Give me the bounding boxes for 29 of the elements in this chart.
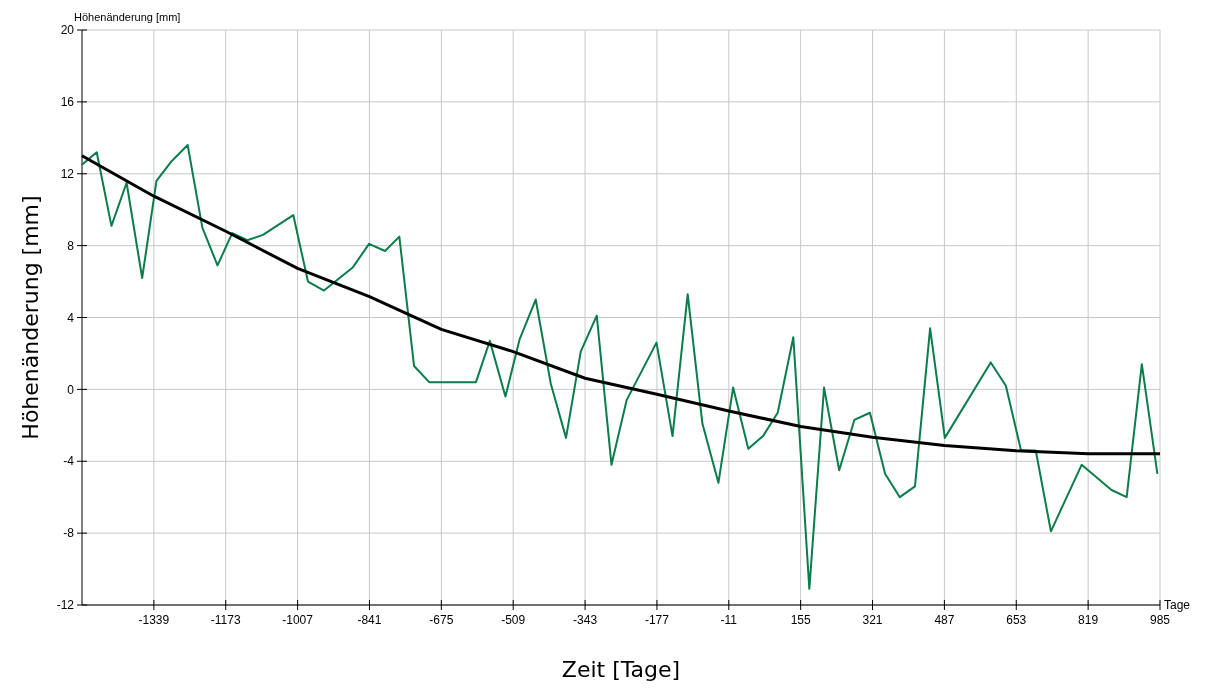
y-tick-label: 16 [60, 95, 75, 110]
y-tick-label: -12 [56, 598, 75, 613]
x-tick-label: -675 [429, 613, 454, 627]
x-tick-label: 321 [862, 613, 883, 627]
x-tick-label: -841 [357, 613, 382, 627]
x-tick-label: -343 [573, 613, 598, 627]
y-tick-label: 12 [60, 166, 75, 181]
y-tick-label: 8 [67, 238, 75, 253]
x-tick-label: -177 [644, 613, 670, 627]
text: Höhenänderung [mm] [74, 11, 181, 23]
line-series [81, 144, 1159, 590]
x-tick-label: -1007 [282, 613, 314, 627]
x-tick-label: -1173 [210, 613, 241, 627]
y-tick-label: 0 [67, 382, 75, 397]
x-tick-label: 653 [1006, 613, 1027, 627]
x-tick-label: 487 [934, 613, 955, 627]
x-tick-label: 985 [1149, 613, 1171, 627]
x-axis-title: Zeit [Tage] [561, 657, 681, 682]
text: Tage [1164, 598, 1191, 612]
x-tick-label: -509 [501, 613, 526, 627]
y-tick-label: 20 [60, 23, 75, 38]
y-axis-title: Höhenänderung [mm] [18, 195, 43, 440]
y-tick-label: -8 [63, 526, 75, 541]
x-tick-label: 155 [790, 613, 811, 627]
x-tick-label: 819 [1078, 613, 1099, 627]
y-tick-label: -4 [63, 454, 75, 469]
y-tick-label: 4 [67, 310, 75, 325]
x-tick-label: -1339 [138, 613, 170, 627]
x-tick-label: -11 [720, 613, 738, 627]
